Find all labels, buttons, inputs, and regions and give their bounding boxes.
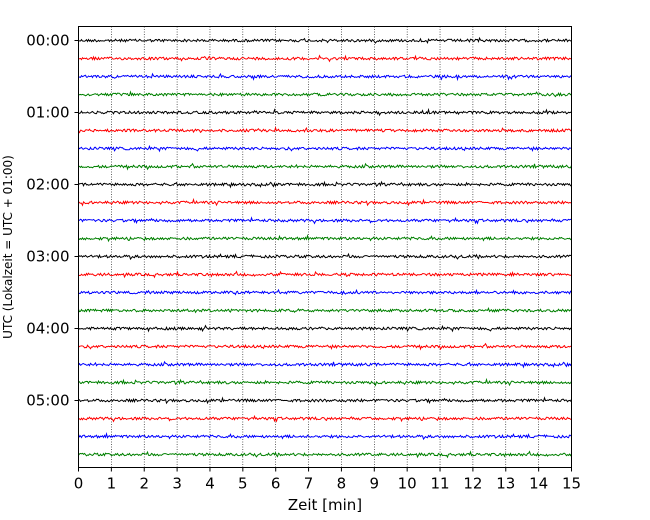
x-tick-label: 10 — [398, 475, 417, 493]
y-tick-label: 02:00 — [26, 176, 69, 194]
x-tick-label: 15 — [562, 475, 581, 493]
y-axis-label: UTC (Lokalzeit = UTC + 01:00) — [1, 155, 15, 339]
trace-series-group — [78, 36, 572, 459]
seismic-trace-line — [78, 396, 572, 405]
grid-lines — [111, 26, 539, 468]
seismic-trace-line — [78, 90, 572, 98]
seismic-trace-line — [78, 377, 572, 387]
y-axis: 00:00 01:00 02:00 03:00 04:00 05:00 — [26, 32, 79, 410]
y-tick-label: 05:00 — [26, 392, 69, 410]
seismic-trace-line — [78, 360, 572, 369]
seismic-trace-line — [78, 126, 572, 134]
x-tick-label: 7 — [304, 475, 314, 493]
x-tick-label: 12 — [463, 475, 482, 493]
seismic-trace-line — [78, 197, 572, 207]
x-tick-label: 4 — [205, 475, 215, 493]
x-tick-label: 9 — [370, 475, 380, 493]
x-tick-label: 0 — [74, 475, 84, 493]
seismic-trace-line — [78, 162, 572, 171]
x-tick-label: 8 — [337, 475, 347, 493]
seismic-trace-line — [78, 450, 572, 459]
seismic-trace-line — [78, 306, 572, 314]
seismic-trace-line — [78, 252, 572, 261]
seismic-trace-line — [78, 234, 572, 243]
x-tick-label: 13 — [496, 475, 515, 493]
y-tick-label: 04:00 — [26, 320, 69, 338]
x-tick-label: 6 — [271, 475, 281, 493]
y-tick-label: 03:00 — [26, 248, 69, 266]
plot-frame — [78, 26, 572, 468]
seismic-trace-line — [78, 180, 572, 189]
x-tick-label: 5 — [238, 475, 248, 493]
seismic-trace-line — [78, 414, 572, 423]
seismic-trace-line — [78, 54, 572, 63]
seismic-trace-line — [78, 342, 572, 351]
seismic-trace-line — [78, 72, 572, 82]
seismic-trace-line — [78, 270, 572, 279]
y-tick-label: 00:00 — [26, 32, 69, 50]
x-tick-label: 3 — [172, 475, 182, 493]
x-axis-label: Zeit [min] — [288, 496, 362, 514]
seismic-trace-line — [78, 216, 572, 225]
x-tick-label: 2 — [139, 475, 149, 493]
seismic-trace-line — [78, 288, 572, 296]
seismic-trace-line — [78, 144, 572, 153]
seismic-trace-line — [78, 36, 572, 45]
x-tick-label: 14 — [529, 475, 548, 493]
x-tick-label: 1 — [107, 475, 117, 493]
x-axis: 0 1 2 3 4 5 6 7 8 9 10 11 12 13 14 15 — [74, 467, 581, 493]
x-tick-label: 11 — [430, 475, 449, 493]
seismic-trace-line — [78, 432, 572, 441]
seismic-trace-line — [78, 324, 572, 333]
seismic-trace-line — [78, 107, 572, 117]
y-tick-label: 01:00 — [26, 104, 69, 122]
